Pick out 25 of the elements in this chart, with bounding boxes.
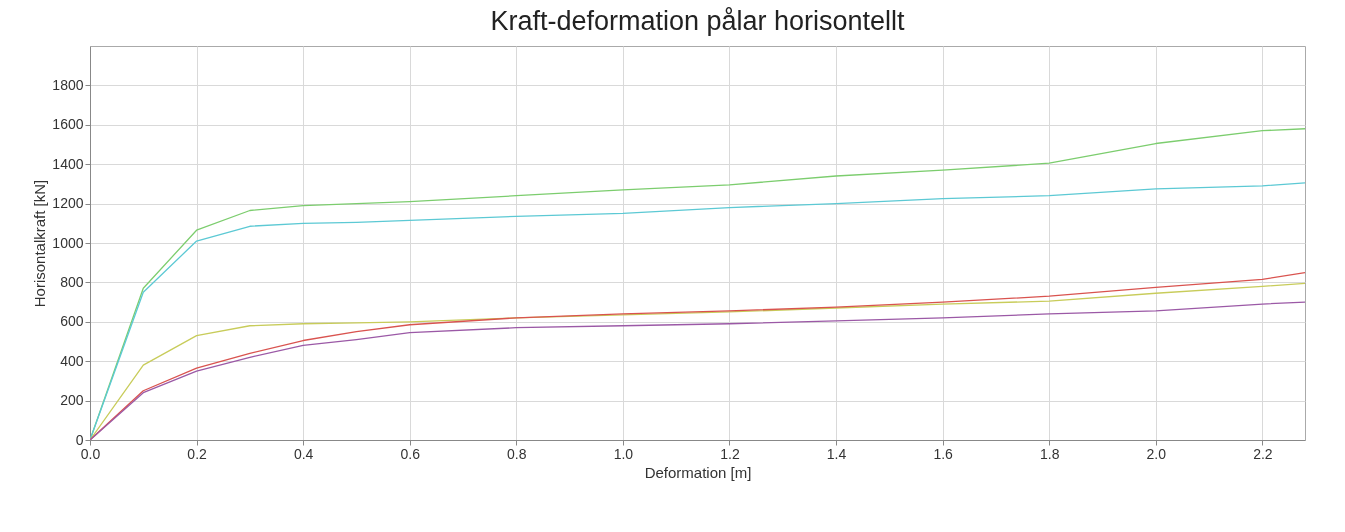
- x-tick-label: 0.0: [80, 445, 101, 462]
- x-tick-label: 1.4: [826, 445, 847, 462]
- y-tick-label: 0: [75, 431, 84, 448]
- x-tick-label: 2.0: [1146, 445, 1167, 462]
- x-tick-label: 1.6: [933, 445, 954, 462]
- y-tick-label: 1200: [52, 195, 84, 212]
- x-tick-label: 1.8: [1039, 445, 1060, 462]
- y-tick-label: 1400: [52, 155, 84, 172]
- y-tick-label: 600: [60, 313, 84, 330]
- x-tick-label: 0.2: [187, 445, 208, 462]
- y-tick-label: 800: [60, 273, 84, 290]
- x-axis-title: Deformation [m]: [644, 463, 752, 481]
- x-tick-label: 0.8: [507, 445, 527, 462]
- y-tick-label: 400: [60, 352, 84, 369]
- chart-title: Kraft-deformation pålar horisontellt: [490, 6, 906, 36]
- y-tick-label: 1000: [52, 234, 84, 251]
- y-tick-label: 200: [60, 392, 84, 409]
- x-tick-label: 0.4: [293, 445, 314, 462]
- y-axis-title: Horisontalkraft [kN]: [31, 179, 49, 308]
- y-tick-label: 1800: [52, 76, 84, 93]
- x-tick-label: 1.0: [613, 445, 634, 462]
- x-tick-label: 0.6: [400, 445, 421, 462]
- y-tick-label: 1600: [52, 116, 84, 133]
- x-tick-label: 1.2: [720, 445, 740, 462]
- x-tick-label: 2.2: [1253, 445, 1273, 462]
